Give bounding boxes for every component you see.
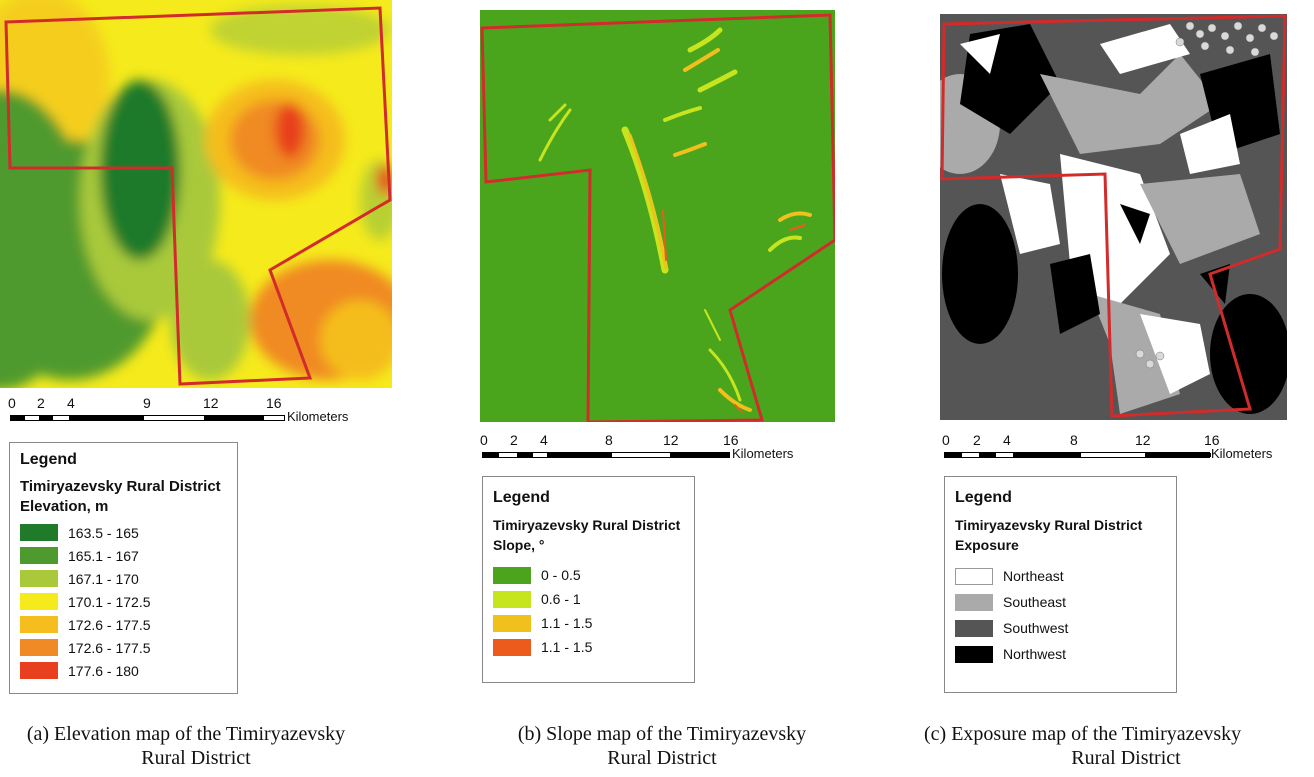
scale-tick: 8 bbox=[1070, 432, 1078, 448]
exposure-caption: (c) Exposure map of the Timiryazevsky Ru… bbox=[914, 722, 1314, 770]
legend-subtitle: Timiryazevsky Rural District bbox=[20, 478, 221, 495]
scale-tick: 2 bbox=[973, 432, 981, 448]
legend-swatch bbox=[20, 524, 58, 541]
scale-tick: 12 bbox=[203, 395, 219, 411]
legend-item: 165.1 - 167 bbox=[20, 544, 227, 567]
legend-swatch bbox=[955, 567, 993, 585]
legend-label: 172.6 - 177.5 bbox=[68, 616, 151, 633]
scale-tick: 2 bbox=[37, 395, 45, 411]
legend-label: Southwest bbox=[1003, 620, 1069, 636]
legend-item: Northeast bbox=[955, 563, 1166, 589]
legend-item: 0 - 0.5 bbox=[493, 563, 684, 587]
scale-tick: 12 bbox=[1135, 432, 1151, 448]
scale-tick: 8 bbox=[605, 432, 613, 448]
scale-unit: Kilometers bbox=[732, 446, 794, 461]
caption-line: Rural District bbox=[1071, 747, 1181, 769]
legend-swatch bbox=[493, 566, 531, 584]
legend-title: Legend bbox=[955, 489, 1012, 506]
caption-line: Rural District bbox=[607, 747, 717, 769]
legend-label: 1.1 - 1.5 bbox=[541, 615, 593, 631]
exposure-scale-bar: 0 2 4 8 12 16 Kilometers bbox=[940, 432, 1314, 462]
legend-label: 163.5 - 165 bbox=[68, 524, 139, 541]
legend-label: 177.6 - 180 bbox=[68, 662, 139, 679]
legend-swatch bbox=[20, 616, 58, 633]
legend-swatch bbox=[20, 570, 58, 587]
exposure-map bbox=[940, 14, 1287, 420]
caption-line: (a) Elevation map of the Timiryazevsky bbox=[26, 723, 346, 745]
elevation-map bbox=[0, 0, 392, 388]
legend-title: Legend bbox=[20, 451, 77, 468]
legend-field: Slope, ° bbox=[493, 537, 545, 553]
legend-label: 0.6 - 1 bbox=[541, 591, 581, 607]
legend-item: Northwest bbox=[955, 641, 1166, 667]
legend-label: 1.1 - 1.5 bbox=[541, 639, 593, 655]
elevation-legend: Legend Timiryazevsky Rural District Elev… bbox=[9, 442, 238, 694]
scale-tick: 9 bbox=[143, 395, 151, 411]
scale-tick: 2 bbox=[510, 432, 518, 448]
legend-label: 172.6 - 177.5 bbox=[68, 639, 151, 656]
legend-item: 172.6 - 177.5 bbox=[20, 636, 227, 659]
elevation-caption: (a) Elevation map of the Timiryazevsky R… bbox=[0, 722, 392, 770]
scale-tick: 4 bbox=[540, 432, 548, 448]
scale-tick: 0 bbox=[942, 432, 950, 448]
legend-field: Elevation, m bbox=[20, 498, 109, 515]
scale-tick: 4 bbox=[1003, 432, 1011, 448]
legend-subtitle: Timiryazevsky Rural District bbox=[493, 517, 681, 533]
scale-tick: 0 bbox=[8, 395, 16, 411]
exposure-legend: Legend Timiryazevsky Rural District Expo… bbox=[944, 476, 1177, 693]
slope-scale-bar: 0 2 4 8 12 16 Kilometers bbox=[478, 432, 808, 462]
legend-item: 167.1 - 170 bbox=[20, 567, 227, 590]
legend-swatch bbox=[955, 593, 993, 611]
scale-tick: 16 bbox=[1204, 432, 1220, 448]
legend-item: 1.1 - 1.5 bbox=[493, 635, 684, 659]
legend-label: 0 - 0.5 bbox=[541, 567, 581, 583]
scale-tick: 16 bbox=[266, 395, 282, 411]
legend-swatch bbox=[493, 614, 531, 632]
scale-tick: 4 bbox=[67, 395, 75, 411]
legend-label: Northwest bbox=[1003, 646, 1067, 662]
legend-swatch bbox=[20, 662, 58, 679]
scale-tick: 16 bbox=[723, 432, 739, 448]
slope-map bbox=[480, 10, 835, 422]
caption-line: (c) Exposure map of the Timiryazevsky bbox=[924, 723, 1242, 745]
legend-swatch bbox=[955, 619, 993, 637]
legend-item: 177.6 - 180 bbox=[20, 659, 227, 682]
legend-item: 170.1 - 172.5 bbox=[20, 590, 227, 613]
scale-unit: Kilometers bbox=[287, 409, 349, 424]
scale-bar-graphic bbox=[944, 452, 1211, 458]
legend-item: 0.6 - 1 bbox=[493, 587, 684, 611]
legend-swatch bbox=[20, 547, 58, 564]
legend-label: 170.1 - 172.5 bbox=[68, 593, 151, 610]
legend-item: 172.6 - 177.5 bbox=[20, 613, 227, 636]
legend-label: 165.1 - 167 bbox=[68, 547, 139, 564]
scale-bar-graphic bbox=[482, 452, 730, 458]
legend-label: Southeast bbox=[1003, 594, 1067, 610]
legend-swatch bbox=[493, 590, 531, 608]
scale-tick: 0 bbox=[480, 432, 488, 448]
legend-title: Legend bbox=[493, 489, 550, 506]
legend-item: Southwest bbox=[955, 615, 1166, 641]
scale-unit: Kilometers bbox=[1211, 446, 1273, 461]
legend-item: 1.1 - 1.5 bbox=[493, 611, 684, 635]
slope-legend: Legend Timiryazevsky Rural District Slop… bbox=[482, 476, 695, 683]
elevation-scale-bar: 0 2 4 9 12 16 Kilometers bbox=[0, 395, 392, 425]
legend-label: Northeast bbox=[1003, 568, 1064, 584]
legend-field: Exposure bbox=[955, 537, 1019, 553]
legend-item: Southeast bbox=[955, 589, 1166, 615]
caption-line: Rural District bbox=[141, 747, 251, 769]
legend-subtitle: Timiryazevsky Rural District bbox=[955, 517, 1143, 533]
scale-bar-graphic bbox=[10, 415, 285, 421]
legend-swatch bbox=[493, 638, 531, 656]
caption-line: (b) Slope map of the Timiryazevsky bbox=[517, 723, 807, 745]
legend-swatch bbox=[20, 639, 58, 656]
legend-label: 167.1 - 170 bbox=[68, 570, 139, 587]
legend-swatch bbox=[955, 645, 993, 663]
slope-caption: (b) Slope map of the Timiryazevsky Rural… bbox=[462, 722, 862, 770]
scale-tick: 12 bbox=[663, 432, 679, 448]
legend-item: 163.5 - 165 bbox=[20, 521, 227, 544]
legend-swatch bbox=[20, 593, 58, 610]
